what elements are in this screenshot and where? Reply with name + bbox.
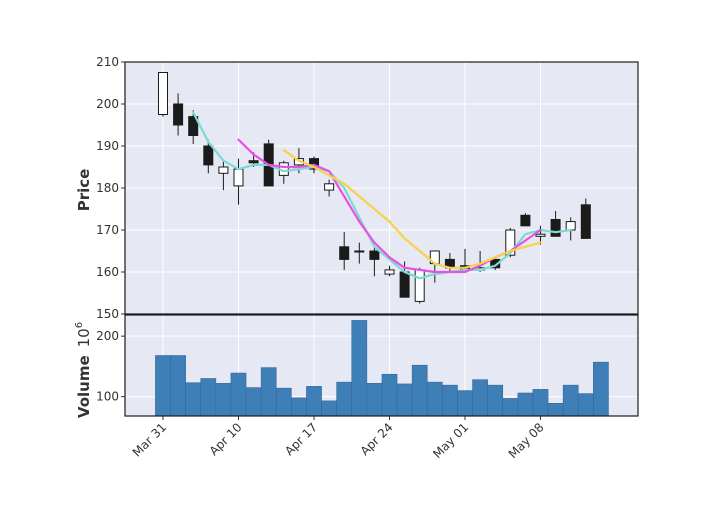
volume-bar: [472, 379, 488, 417]
volume-axis-label-unit: 10: [75, 328, 93, 347]
price-ytick-label: 170: [96, 223, 119, 237]
price-plot-border: [124, 61, 639, 315]
volume-bar: [442, 384, 458, 417]
volume-bar: [366, 383, 383, 417]
candle-body: [324, 183, 335, 191]
volume-bar: [426, 381, 443, 417]
candle-body: [399, 271, 410, 298]
volume-bar: [547, 402, 564, 417]
volume-bar: [577, 393, 594, 417]
candle-body: [490, 258, 501, 269]
candle-body: [203, 145, 214, 166]
volume-bar: [411, 364, 428, 417]
volume-bar: [381, 373, 398, 417]
volume-bar: [593, 361, 609, 417]
volume-panel: 100 200: [96, 314, 639, 417]
volume-bar: [215, 383, 232, 417]
moving-average-line-ma_short: [192, 111, 572, 280]
price-ytick-label: 180: [96, 181, 119, 195]
volume-bar: [200, 378, 217, 417]
volume-bar: [170, 355, 186, 417]
volume-bar: [155, 355, 171, 417]
volume-bar: [230, 372, 247, 417]
volume-bar: [321, 400, 337, 417]
volume-bar: [245, 387, 262, 417]
volume-bar: [275, 387, 292, 417]
candle-body: [158, 72, 168, 115]
xtick-label: May 01: [430, 420, 471, 461]
xtick-label: Mar 31: [130, 420, 169, 459]
candle-body: [218, 166, 229, 174]
price-ytick-label: 190: [96, 139, 119, 153]
candle-body: [173, 103, 184, 126]
price-axis-label: Price: [75, 169, 93, 212]
price-ytick-label: 160: [96, 265, 119, 279]
candle-body: [188, 116, 199, 136]
volume-bar: [336, 381, 353, 417]
candle-body: [520, 214, 531, 227]
candle-body: [233, 168, 244, 187]
candle-body: [580, 204, 591, 239]
moving-average-line-ma_long: [282, 149, 542, 269]
volume-bar: [185, 382, 202, 417]
price-ytick-label: 150: [96, 307, 119, 321]
xtick-label: Apr 24: [358, 420, 396, 458]
candle-body: [369, 250, 380, 260]
candle-body: [535, 233, 546, 237]
volume-bar: [532, 389, 549, 417]
volume-bar: [517, 392, 534, 417]
volume-bar: [260, 367, 277, 417]
price-panel: 150 160 170 180 190 200 210: [96, 55, 639, 321]
candle-body: [550, 219, 561, 237]
candle-body: [414, 269, 425, 302]
volume-bar: [562, 384, 579, 417]
volume-bar: [396, 383, 413, 417]
xtick-label: Apr 17: [282, 420, 320, 458]
volume-plot-border: [124, 314, 639, 417]
candle-body: [565, 221, 576, 231]
x-axis: Mar 31 Apr 10 Apr 17 Apr 24 May 01 May 08: [130, 416, 547, 461]
volume-axis-label: Volume 106: [74, 322, 93, 418]
volume-bar: [457, 390, 473, 417]
volume-axis-label-text: Volume: [75, 355, 93, 418]
candle-body: [339, 246, 350, 260]
volume-bar: [487, 384, 504, 417]
price-ytick-label: 210: [96, 55, 119, 69]
volume-bar: [351, 320, 368, 417]
volume-bar: [502, 398, 519, 417]
candle-body: [505, 229, 516, 256]
xtick-label: May 08: [506, 420, 547, 461]
price-ytick-label: 200: [96, 97, 119, 111]
candle-body: [384, 269, 395, 275]
volume-axis-label-exponent: 6: [74, 322, 85, 328]
candle-body: [248, 160, 259, 164]
volume-ytick-label: 100: [96, 390, 119, 404]
volume-bar: [306, 386, 322, 417]
candle-body: [354, 250, 365, 253]
volume-ytick-label: 200: [96, 329, 119, 343]
volume-bar: [291, 397, 307, 417]
xtick-label: Apr 10: [207, 420, 245, 458]
